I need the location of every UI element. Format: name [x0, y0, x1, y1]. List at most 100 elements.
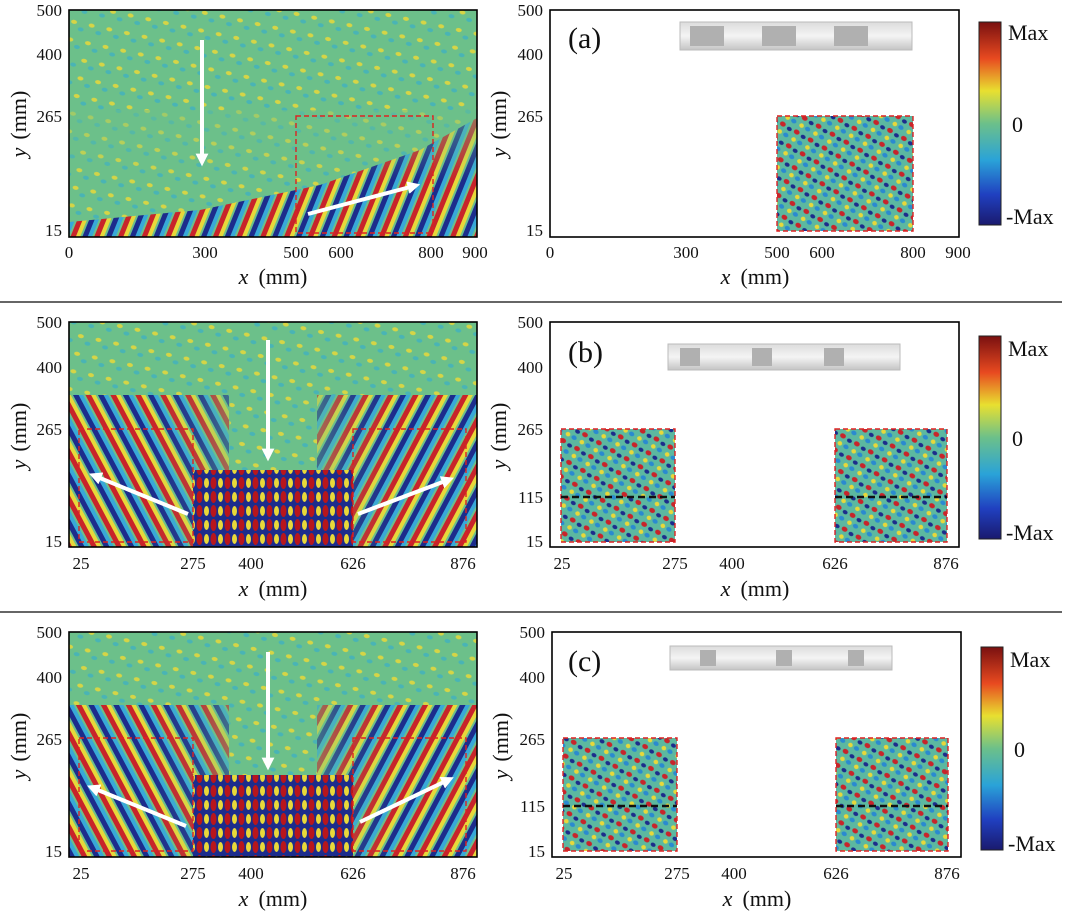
- region-box: [776, 115, 914, 232]
- y-tick-label: 400: [37, 45, 63, 64]
- y-tick-label: 265: [37, 107, 63, 126]
- y-tick-label: 115: [520, 797, 545, 816]
- panel-label: (a): [568, 22, 601, 55]
- window-field-left: [563, 738, 677, 851]
- plot-frame: [68, 321, 478, 548]
- colorbar-max-label: Max: [1010, 647, 1050, 672]
- x-tick-label: 600: [328, 243, 354, 262]
- x-tick-label: 300: [192, 243, 218, 262]
- field-panel-b: 500 400 265 15 25 275 400 626 876 x (mm) …: [6, 313, 478, 601]
- x-tick-label: 500: [283, 243, 309, 262]
- colorbar-zero-label: 0: [1012, 112, 1023, 137]
- x-axis-title: x (mm): [238, 576, 308, 601]
- region-box-right: [352, 737, 467, 852]
- x-tick-label: 876: [450, 864, 476, 883]
- colorbar-gradient: [980, 646, 1004, 851]
- colorbar-gradient: [978, 335, 1002, 540]
- x-tick-label: 300: [673, 243, 699, 262]
- outgoing-arrow: [307, 181, 421, 216]
- y-axis-title: y(mm): [6, 403, 31, 472]
- window-field-left: [561, 429, 675, 542]
- colorbar-c: Max 0 -Max: [980, 646, 1056, 856]
- x-tick-label: 25: [556, 864, 573, 883]
- plot-frame: [551, 631, 962, 858]
- x-tick-label: 626: [340, 864, 366, 883]
- x-tick-label: 600: [809, 243, 835, 262]
- region-box-right: [352, 428, 467, 543]
- colorbar-min-label: -Max: [1006, 520, 1054, 545]
- outgoing-arrow-right: [357, 476, 454, 516]
- row-b: 500 400 265 15 25 275 400 626 876 x (mm) …: [6, 313, 1054, 601]
- window-panel-b: (b) 500 400 265 115 15 25 275 400 626 87…: [486, 313, 960, 601]
- y-tick-label: 400: [520, 668, 546, 687]
- y-axis-title: y(mm): [486, 403, 511, 472]
- y-tick-label: 500: [37, 313, 63, 332]
- x-tick-label: 626: [822, 554, 848, 573]
- interference-zone: [193, 775, 353, 857]
- x-tick-label: 876: [450, 554, 476, 573]
- row-c: 500 400 265 15 25 275 400 626 876 x (mm) …: [6, 623, 1056, 911]
- y-tick-label: 115: [518, 488, 543, 507]
- region-box-right: [835, 737, 949, 852]
- structure-thumbnail: [669, 645, 893, 671]
- y-tick-label: 265: [518, 107, 544, 126]
- x-axis-title: x (mm): [720, 576, 790, 601]
- plot-frame: [549, 321, 960, 548]
- plot-frame: [549, 9, 960, 238]
- region-box: [295, 115, 434, 234]
- colorbar-min-label: -Max: [1006, 204, 1054, 229]
- region-box-left: [78, 737, 194, 852]
- colorbar-max-label: Max: [1008, 336, 1048, 361]
- y-tick-label: 500: [37, 1, 63, 20]
- x-axis-title: x (mm): [720, 264, 790, 289]
- x-axis-title: x (mm): [238, 264, 308, 289]
- x-tick-label: 900: [945, 243, 971, 262]
- region-box-left: [562, 737, 678, 852]
- field-panel-c: 500 400 265 15 25 275 400 626 876 x (mm) …: [6, 623, 478, 911]
- x-tick-label: 876: [934, 864, 960, 883]
- x-tick-label: 626: [823, 864, 849, 883]
- y-tick-label: 400: [37, 358, 63, 377]
- watermark-text: 大数跨境: [28, 895, 96, 915]
- y-tick-label: 400: [37, 668, 63, 687]
- wave-band: [69, 118, 477, 237]
- plot-frame: [68, 9, 478, 238]
- plot-frame: [68, 631, 478, 858]
- x-tick-label: 400: [719, 554, 745, 573]
- y-tick-label: 265: [518, 420, 544, 439]
- x-axis-title: x (mm): [722, 886, 792, 911]
- colorbar-b: Max 0 -Max: [978, 335, 1054, 545]
- x-tick-label: 900: [462, 243, 488, 262]
- outgoing-arrow-left: [89, 472, 189, 516]
- x-tick-label: 400: [238, 864, 264, 883]
- y-tick-label: 500: [518, 313, 544, 332]
- panel-label: (b): [568, 336, 603, 369]
- x-tick-label: 400: [721, 864, 747, 883]
- x-tick-label: 275: [180, 554, 206, 573]
- y-tick-label: 15: [45, 221, 62, 240]
- colorbar-a: Max 0 -Max: [978, 20, 1054, 229]
- window-field-right: [835, 429, 947, 542]
- x-tick-label: 400: [238, 554, 264, 573]
- x-axis-title: x (mm): [238, 886, 308, 911]
- y-tick-label: 15: [528, 842, 545, 861]
- colorbar-max-label: Max: [1008, 20, 1048, 45]
- outgoing-arrow-left: [87, 784, 187, 828]
- interference-zone: [193, 470, 353, 547]
- region-box-right: [834, 428, 948, 543]
- colorbar-gradient: [978, 21, 1002, 226]
- x-tick-label: 876: [933, 554, 959, 573]
- x-tick-label: 500: [764, 243, 790, 262]
- window-panel-c: (c) 500 400 265 115 15 25 275 400 626 87…: [488, 623, 962, 911]
- y-tick-label: 500: [518, 1, 544, 20]
- watermark-logo-icon: [3, 895, 21, 913]
- watermark: 大数跨境: [3, 895, 96, 915]
- colorbar-zero-label: 0: [1014, 737, 1025, 762]
- outgoing-arrow-right: [359, 776, 454, 824]
- window-panel-a: (a) 500 400 265 15 0 300 500 600 800 900…: [486, 1, 971, 289]
- wave-fade-overlay: [69, 110, 477, 180]
- colorbar-zero-label: 0: [1012, 426, 1023, 451]
- window-field-right: [836, 738, 948, 851]
- y-tick-label: 400: [518, 358, 544, 377]
